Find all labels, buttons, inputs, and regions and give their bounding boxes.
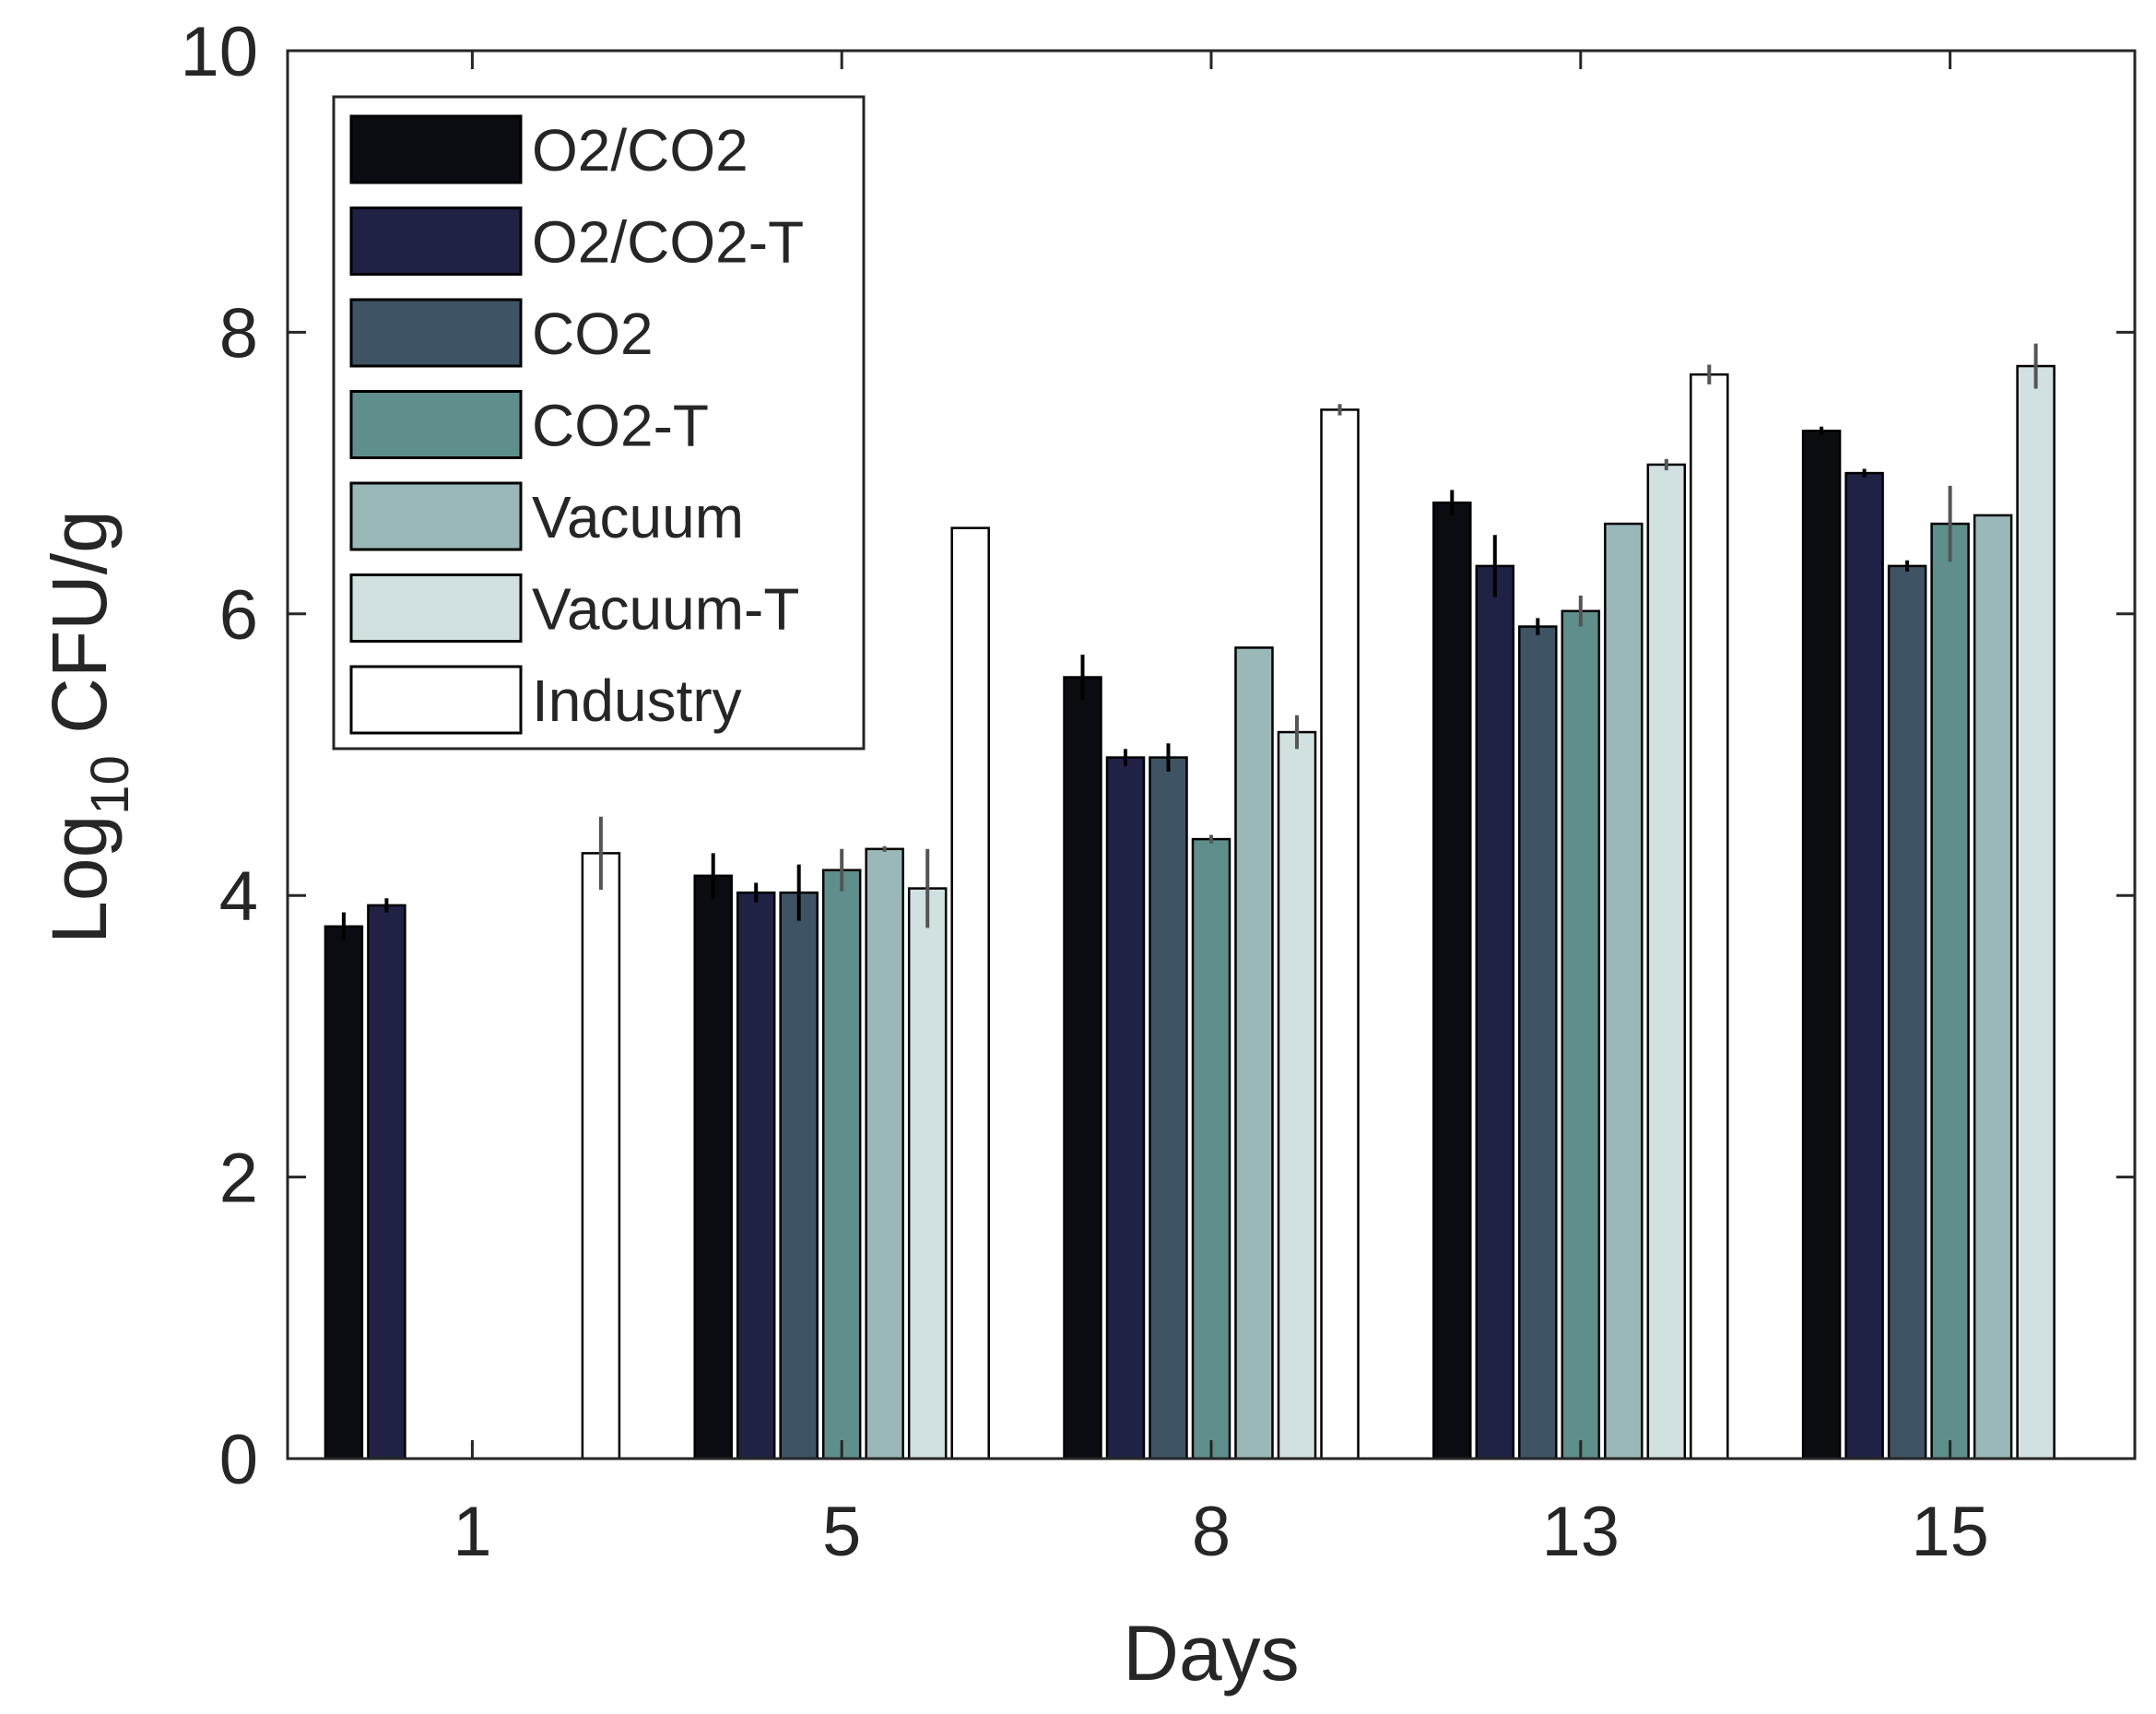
legend-label-O2/CO2: O2/CO2 [532, 117, 748, 183]
bar-Vacuum-T-day-5 [907, 887, 948, 1460]
bar-CO2-day-5 [779, 891, 819, 1460]
bar-CO2-T-day-8 [1191, 837, 1231, 1460]
bar-O2/CO2-T-day-1 [367, 904, 406, 1460]
bar-O2/CO2-T-day-15 [1844, 471, 1884, 1460]
legend-label-Vacuum-T: Vacuum-T [532, 576, 799, 643]
legend-swatch-O2/CO2-T [349, 207, 523, 276]
bar-O2/CO2-T-day-5 [736, 891, 776, 1460]
x-tick-label: 1 [453, 1493, 491, 1571]
bar-CO2-day-13 [1518, 625, 1558, 1460]
y-tick-label: 0 [219, 1421, 258, 1499]
legend-label-O2/CO2-T: O2/CO2-T [532, 209, 804, 276]
y-axis-title-prefix: Log [36, 815, 123, 944]
bar-CO2-day-15 [1887, 564, 1927, 1460]
bar-O2/CO2-day-1 [324, 925, 364, 1460]
bar-CO2-day-8 [1149, 756, 1188, 1460]
legend: O2/CO2 O2/CO2-T CO2 CO2-T Vacuum Vacuum-T Indu… [332, 95, 866, 751]
bar-Industry-day-5 [950, 526, 990, 1460]
y-tick-label: 10 [180, 13, 258, 91]
bar-Industry-day-13 [1690, 372, 1729, 1460]
y-axis: 0 2 4 6 8 10 [180, 13, 2135, 1499]
x-tick-label: 8 [1192, 1493, 1231, 1571]
y-tick-label: 4 [219, 857, 258, 936]
y-tick-label: 2 [219, 1140, 258, 1218]
x-axis-title: Days [1123, 1610, 1299, 1696]
legend-swatch-Industry [349, 665, 523, 735]
bar-CO2-T-day-15 [1930, 522, 1970, 1460]
legend-swatch-CO2 [349, 298, 523, 368]
x-axis: 1 5 8 13 15 [453, 51, 1989, 1571]
bar-Industry-day-8 [1320, 408, 1360, 1460]
plot-area [324, 343, 2056, 1460]
y-tick-label: 8 [219, 294, 258, 372]
bar-Vacuum-day-5 [865, 847, 904, 1460]
bar-O2/CO2-T-day-13 [1475, 564, 1515, 1460]
bar-Vacuum-day-15 [1973, 514, 2013, 1460]
legend-label-Industry: Industry [532, 668, 742, 734]
bar-Vacuum-T-day-15 [2016, 364, 2056, 1460]
y-axis-title-suffix: CFU/g [36, 510, 123, 755]
legend-swatch-Vacuum [349, 481, 523, 551]
legend-swatch-CO2-T [349, 390, 523, 459]
legend-label-CO2-T: CO2-T [532, 393, 709, 459]
legend-swatch-Vacuum-T [349, 573, 523, 643]
bar-O2/CO2-day-13 [1432, 501, 1472, 1460]
legend-label-CO2: CO2 [532, 301, 654, 367]
bar-CO2-T-day-5 [821, 869, 862, 1460]
bar-Vacuum-T-day-8 [1277, 730, 1317, 1460]
legend-swatch-O2/CO2 [349, 114, 523, 184]
bar-Industry-day-1 [581, 852, 621, 1460]
y-tick-label: 6 [219, 576, 258, 655]
bar-O2/CO2-day-8 [1063, 676, 1102, 1460]
bar-Vacuum-T-day-13 [1646, 463, 1687, 1460]
legend-label-Vacuum: Vacuum [532, 484, 744, 550]
bar-Vacuum-day-13 [1604, 522, 1644, 1460]
bar-CO2-T-day-13 [1561, 609, 1601, 1460]
x-tick-label: 15 [1911, 1493, 1989, 1571]
bar-Vacuum-day-8 [1234, 646, 1274, 1460]
bar-O2/CO2-day-15 [1801, 430, 1842, 1460]
x-tick-label: 13 [1542, 1493, 1620, 1571]
y-axis-title-subscript: 10 [80, 755, 140, 815]
bar-O2/CO2-day-5 [693, 874, 733, 1460]
x-tick-label: 5 [822, 1493, 861, 1571]
y-axis-title: Log10 CFU/g [36, 510, 140, 944]
bar-O2/CO2-T-day-8 [1105, 756, 1146, 1460]
